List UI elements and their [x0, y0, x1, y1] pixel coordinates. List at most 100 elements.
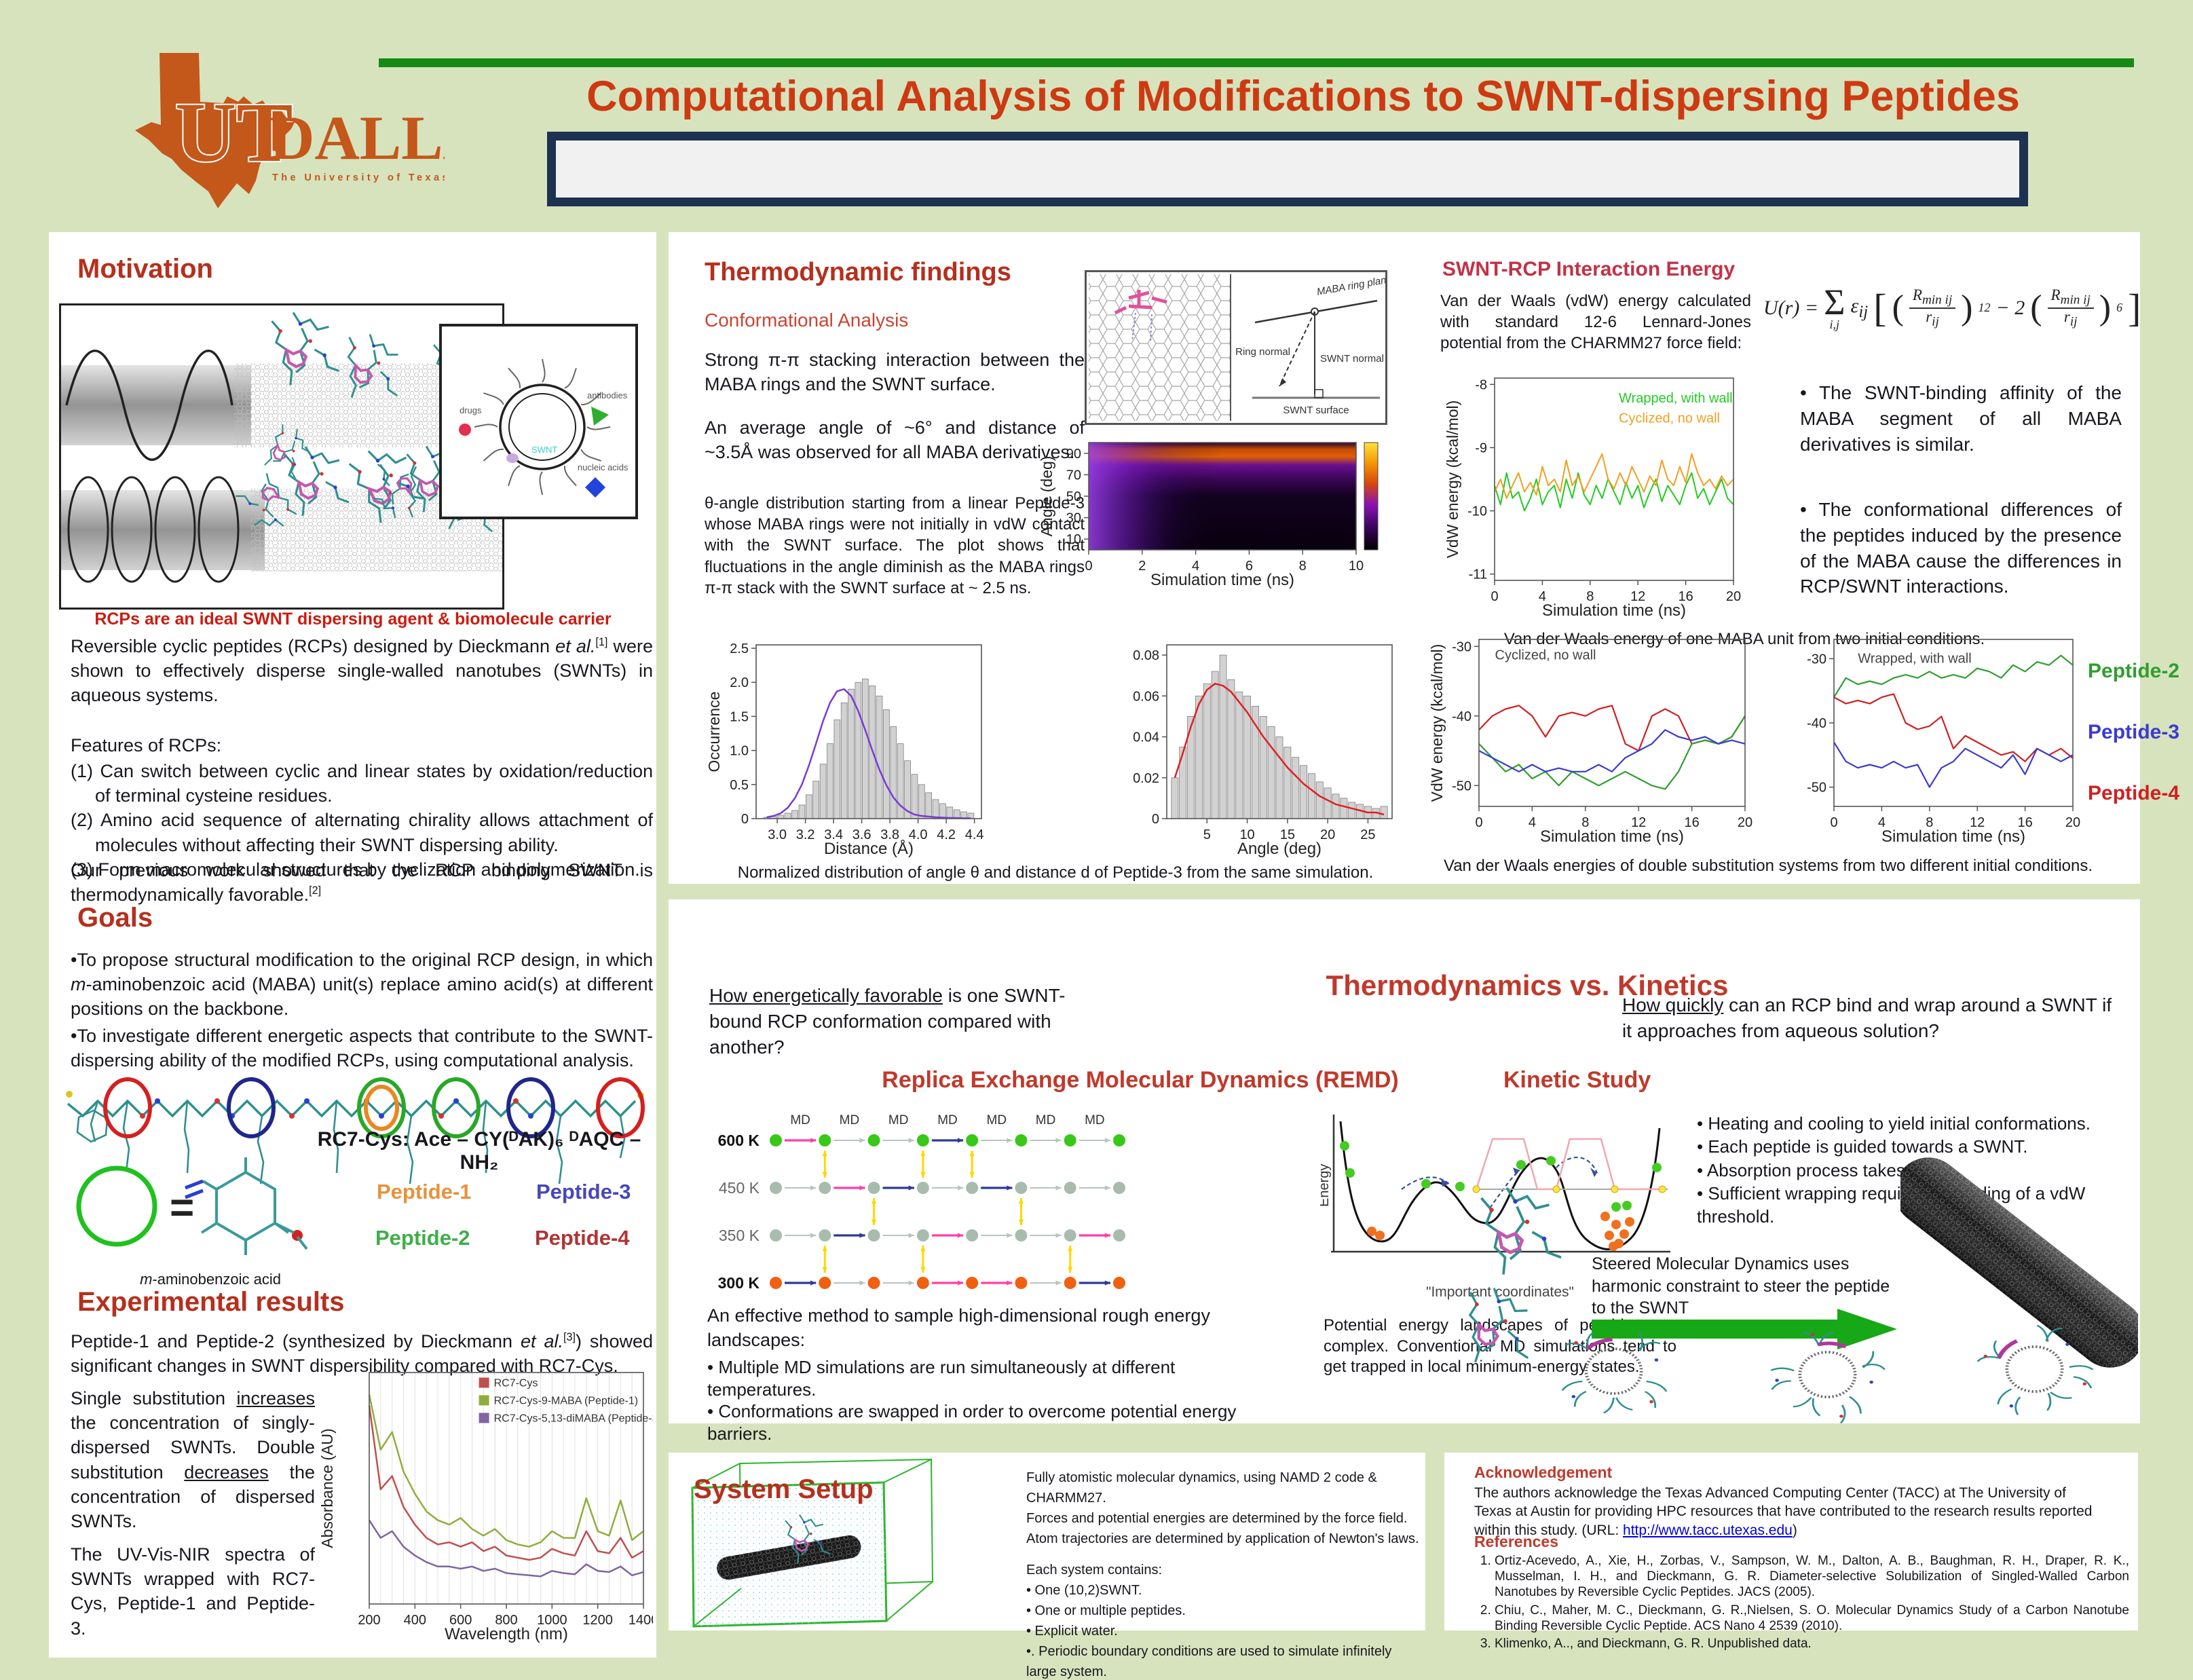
system-p1: Fully atomistic molecular dynamics, usin…: [1026, 1470, 1377, 1506]
maba-label-rest: -aminobenzoic acid: [152, 1271, 281, 1288]
svg-text:-9: -9: [1475, 441, 1487, 455]
svg-text:RC7-Cys-5,13-diMABA (Peptide-3: RC7-Cys-5,13-diMABA (Peptide-3): [494, 1413, 653, 1424]
thermo-heading: Thermodynamic findings: [705, 258, 1011, 286]
svg-text:-30: -30: [1807, 652, 1826, 667]
svg-text:-10: -10: [1467, 504, 1487, 519]
svg-text:Occurrence: Occurrence: [706, 692, 723, 772]
motivation-p2-ref: [2]: [309, 884, 322, 897]
svg-text:12: 12: [1970, 815, 1985, 830]
svg-text:Cyclized, no wall: Cyclized, no wall: [1495, 648, 1596, 663]
peptide-2-label: Peptide-2: [375, 1226, 470, 1250]
tacc-link[interactable]: http://www.tacc.utexas.edu: [1623, 1522, 1793, 1538]
amine-group-icon: [185, 1179, 204, 1199]
legend-peptide-4: Peptide-4: [2088, 782, 2180, 804]
utdallas-logo: UT DALLAS The University of Texas at Dal…: [135, 53, 445, 208]
peptide-spokes-icon: [474, 358, 611, 496]
motivation-paragraph-2: Our previous work showed that the RCP bi…: [71, 858, 653, 907]
svg-text:4: 4: [1539, 589, 1546, 604]
svg-text:0.02: 0.02: [1133, 771, 1159, 786]
nucleic-acid-diamond-icon: [585, 477, 605, 498]
inset-label-swnt: SWNT: [531, 445, 557, 455]
green-ring-icon: [76, 1165, 157, 1247]
svg-text:4.4: 4.4: [965, 827, 984, 842]
inset-label-drugs: drugs: [460, 405, 482, 415]
svg-text:10: 10: [1066, 532, 1081, 547]
author-box: [547, 132, 2028, 206]
formula-frac-1: Rmin ij rij: [1909, 286, 1956, 329]
reference-2: Chiu, C., Maher, M. C., Dieckmann, G. R.…: [1495, 1603, 2129, 1634]
svg-text:-50: -50: [1807, 781, 1826, 796]
svg-text:8: 8: [1586, 589, 1594, 604]
svg-text:MD: MD: [1085, 1113, 1105, 1127]
svg-text:5: 5: [1203, 827, 1211, 842]
texas-shape-icon: [135, 53, 297, 208]
goals-b1-m: m: [71, 974, 86, 995]
svg-text:RC7-Cys: RC7-Cys: [494, 1377, 538, 1389]
system-contains-label: Each system contains:: [1026, 1563, 1163, 1578]
motivation-p1a: Reversible cyclic peptides (RCPs) design…: [71, 636, 556, 656]
svg-text:300 K: 300 K: [718, 1274, 760, 1292]
thermo-paragraph-3: θ-angle distribution starting from a lin…: [705, 494, 1085, 597]
svg-text:Wrapped, with wall: Wrapped, with wall: [1858, 651, 1971, 666]
acknowledgement-heading: Acknowledgement: [1474, 1463, 1613, 1481]
motivation-paragraph-1: Reversible cyclic peptides (RCPs) design…: [71, 634, 653, 708]
feature-item: (1) Can switch between cyclic and linear…: [71, 761, 653, 806]
green-states-icon: [1340, 1141, 1662, 1212]
poster-title: Computational Analysis of Modifications …: [586, 73, 2020, 120]
exp-p1a: Peptide-1 and Peptide-2 (synthesized by …: [71, 1331, 521, 1351]
remd-bullet-1: • Multiple MD simulations are run simult…: [707, 1357, 1176, 1400]
goals-b1a: •To propose structural modification to t…: [71, 950, 653, 970]
side-chains-icon: [76, 1100, 626, 1184]
angle-heatmap-chart: 0 2 4 6 8 10 90 70 50 30 10 Simulation time (ns) Ang…: [1038, 434, 1385, 592]
svg-text:RC7-Cys-9-MABA (Peptide-1): RC7-Cys-9-MABA (Peptide-1): [494, 1395, 639, 1406]
svg-text:1400: 1400: [629, 1613, 653, 1628]
svg-text:450 K: 450 K: [719, 1179, 760, 1197]
system-setup-figure: [691, 1458, 934, 1628]
ring-normal-label: Ring normal: [1235, 346, 1290, 358]
svg-text:MD: MD: [790, 1113, 810, 1127]
wrapped-rcp-2: [1765, 1324, 1890, 1425]
svg-text:4: 4: [1192, 559, 1199, 574]
svg-text:VdW energy (kcal/mol): VdW energy (kcal/mol): [1429, 644, 1446, 802]
system-p2: Forces and potential energies are determ…: [1026, 1511, 1408, 1526]
formula-lhs: U(r) =: [1763, 296, 1819, 319]
svg-text:Wrapped, with wall: Wrapped, with wall: [1619, 391, 1732, 406]
gray-cylinder-bottom: [61, 490, 265, 570]
residue-rings-icon: [103, 1077, 645, 1138]
interaction-heading: SWNT-RCP Interaction Energy: [1442, 258, 1736, 280]
ack-text-pre: The authors acknowledge the Texas Advanc…: [1474, 1485, 2093, 1538]
experimental-paragraph-3: The UV-Vis-NIR spectra of SWNTs wrapped …: [71, 1544, 315, 1639]
svg-text:-50: -50: [1452, 779, 1472, 794]
histograms-caption: Normalized distribution of angle θ and d…: [737, 863, 1374, 882]
svg-text:Distance (Å): Distance (Å): [824, 839, 914, 858]
wrapped-rcp-3: [1972, 1318, 2097, 1420]
conformational-analysis-subheading: Conformational Analysis: [705, 310, 909, 331]
formula-eps: εij: [1850, 294, 1869, 321]
remd-bullets: • Multiple MD simulations are run simult…: [707, 1356, 1257, 1444]
svg-text:0: 0: [741, 812, 749, 827]
svg-text:4.0: 4.0: [909, 827, 928, 842]
kinetic-bullet-2: • Each peptide is guided towards a SWNT.: [1697, 1136, 2028, 1157]
svg-text:2.5: 2.5: [730, 641, 749, 656]
system-setup-heading: System Setup: [694, 1474, 874, 1504]
tvk-question-right: How quickly can an RCP bind and wrap aro…: [1622, 992, 2124, 1044]
reference-3: Klimenko, A.., and Dieckmann, G. R. Unpu…: [1495, 1636, 2129, 1651]
goals-heading: Goals: [77, 903, 153, 933]
logo-tagline: The University of Texas at Dallas: [272, 172, 445, 183]
svg-text:8: 8: [1926, 815, 1933, 830]
svg-text:0: 0: [1152, 812, 1159, 827]
formula-rbracket: ]: [2128, 286, 2141, 330]
system-bullet-3: • Explicit water.: [1026, 1624, 1118, 1639]
tvk-panel: [669, 899, 2140, 1423]
svg-text:30: 30: [1066, 511, 1081, 526]
svg-text:20: 20: [2065, 815, 2080, 830]
formula-frac-2: Rmin ij rij: [2047, 286, 2094, 329]
goals-b1b: -aminobenzoic acid (MABA) unit(s) replac…: [71, 974, 653, 1020]
formula-exp-12: 12: [1978, 301, 1991, 314]
svg-text:0: 0: [1830, 815, 1837, 830]
peptide-backbone-figure: [66, 1077, 645, 1184]
ring-plane-label: MABA ring plane: [1316, 274, 1385, 298]
peptide-3-label: Peptide-3: [536, 1180, 631, 1203]
svg-text:1000: 1000: [537, 1613, 567, 1628]
